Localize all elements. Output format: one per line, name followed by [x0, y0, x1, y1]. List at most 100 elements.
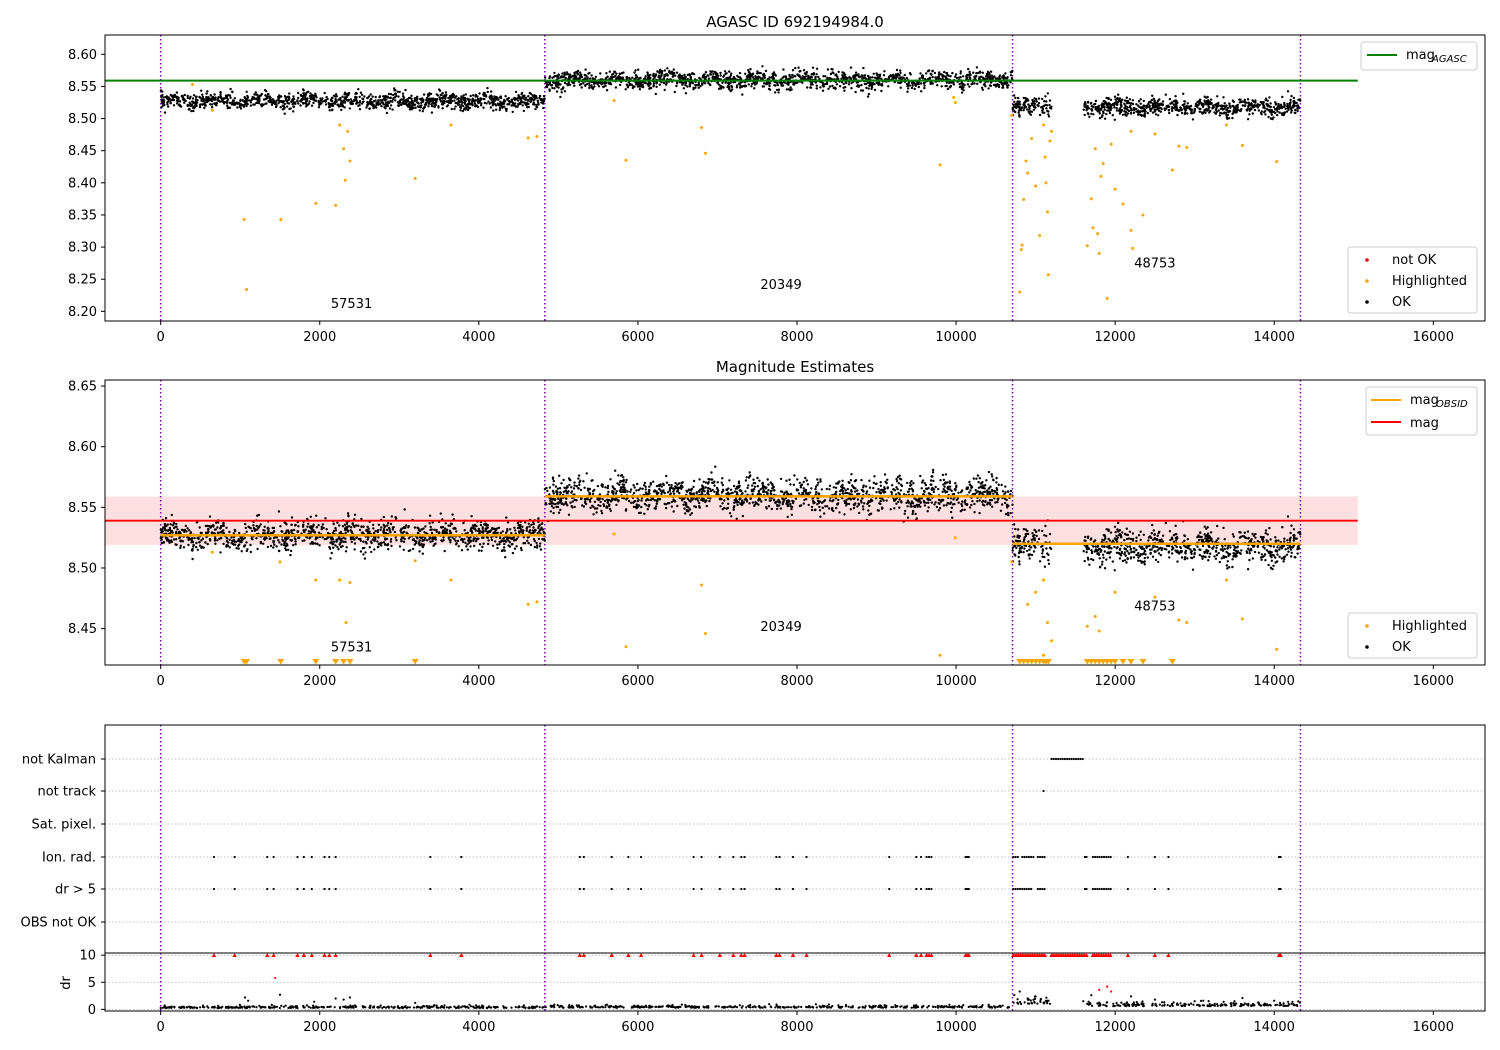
ok-point: [1017, 101, 1021, 104]
ok-point: [1174, 108, 1177, 111]
ok-point: [749, 73, 752, 76]
ok-point: [794, 81, 798, 85]
ok-point: [341, 540, 344, 543]
ok-point: [253, 97, 256, 101]
ok-point: [1261, 102, 1265, 105]
ok-point: [1090, 107, 1093, 111]
ok-point: [1107, 102, 1110, 105]
ok-point: [476, 537, 479, 540]
ok-point: [482, 536, 485, 539]
ok-point: [690, 72, 694, 76]
ok-point: [288, 97, 291, 100]
ok-point: [526, 526, 529, 529]
ok-point: [279, 525, 282, 528]
ok-point: [802, 69, 806, 72]
ok-point: [749, 75, 752, 78]
ok-point: [1132, 109, 1136, 112]
ok-point: [741, 93, 744, 96]
ok-point: [527, 541, 530, 545]
ok-point: [697, 86, 700, 90]
ok-point: [1083, 113, 1086, 117]
ok-point: [368, 102, 371, 105]
ok-point: [827, 87, 830, 91]
ok-point: [413, 99, 416, 103]
ok-point: [961, 75, 965, 78]
ok-point: [312, 523, 315, 526]
ok-point: [1209, 102, 1212, 106]
highlighted-point: [1153, 132, 1157, 136]
ok-point: [192, 109, 195, 113]
ok-point: [481, 527, 484, 531]
ok-point: [843, 89, 846, 92]
ok-point: [796, 73, 799, 76]
ok-point: [405, 531, 408, 534]
ok-point: [407, 549, 410, 553]
ok-point: [1101, 106, 1104, 109]
ok-point: [949, 75, 952, 78]
ok-point: [366, 104, 369, 107]
ok-point: [954, 73, 958, 76]
ok-point: [789, 86, 792, 89]
ok-point: [165, 95, 169, 98]
highlighted-point: [1093, 147, 1097, 151]
ok-point: [751, 72, 755, 75]
legend-marker-not-ok: [1365, 258, 1369, 262]
ok-point: [707, 77, 711, 80]
ok-point: [209, 103, 212, 106]
ok-point: [790, 88, 793, 91]
ok-point: [539, 548, 543, 551]
ok-point: [725, 72, 728, 75]
ok-point: [159, 89, 163, 92]
ok-point: [700, 82, 704, 85]
ok-point: [1097, 104, 1101, 108]
ok-point: [1102, 111, 1105, 115]
ok-point: [436, 94, 440, 97]
ok-point: [1123, 107, 1126, 110]
ok-point: [1158, 98, 1161, 101]
ok-point: [290, 523, 293, 527]
ok-point: [482, 94, 486, 98]
ok-point: [1129, 102, 1133, 105]
ok-point: [1294, 108, 1297, 112]
ok-point: [372, 523, 375, 527]
ok-point: [189, 531, 193, 534]
ok-point: [264, 536, 268, 539]
ok-point: [425, 539, 429, 542]
ok-point: [206, 542, 209, 546]
ok-point: [467, 106, 471, 110]
ok-point: [251, 97, 254, 101]
ok-point: [848, 75, 851, 79]
ok-point: [213, 98, 217, 102]
ok-point: [1224, 111, 1228, 115]
ok-point: [373, 539, 376, 543]
ok-point: [499, 531, 502, 535]
ok-point: [524, 96, 528, 100]
ok-point: [907, 87, 910, 90]
ok-point: [831, 68, 834, 71]
ok-point: [878, 73, 882, 76]
ok-point: [340, 104, 344, 107]
ok-point: [237, 544, 240, 548]
ok-point: [365, 106, 368, 109]
highlighted-point: [1099, 174, 1103, 178]
ok-point: [510, 531, 513, 535]
ok-point: [496, 102, 500, 105]
ok-point: [587, 72, 590, 75]
ok-point: [325, 95, 328, 99]
ok-point: [605, 89, 609, 92]
ok-point: [1011, 69, 1014, 73]
ok-point: [183, 101, 186, 105]
ok-point: [719, 85, 722, 88]
ok-point: [1215, 102, 1218, 106]
ok-point: [404, 88, 407, 92]
ok-point: [523, 98, 526, 101]
ok-point: [519, 524, 522, 527]
ok-point: [838, 85, 842, 88]
ok-point: [514, 529, 517, 532]
ok-point: [209, 539, 212, 542]
ok-point: [1297, 105, 1300, 109]
ok-point: [837, 70, 840, 74]
ok-point: [247, 525, 250, 528]
ok-point: [634, 77, 637, 80]
ok-point: [401, 92, 405, 95]
